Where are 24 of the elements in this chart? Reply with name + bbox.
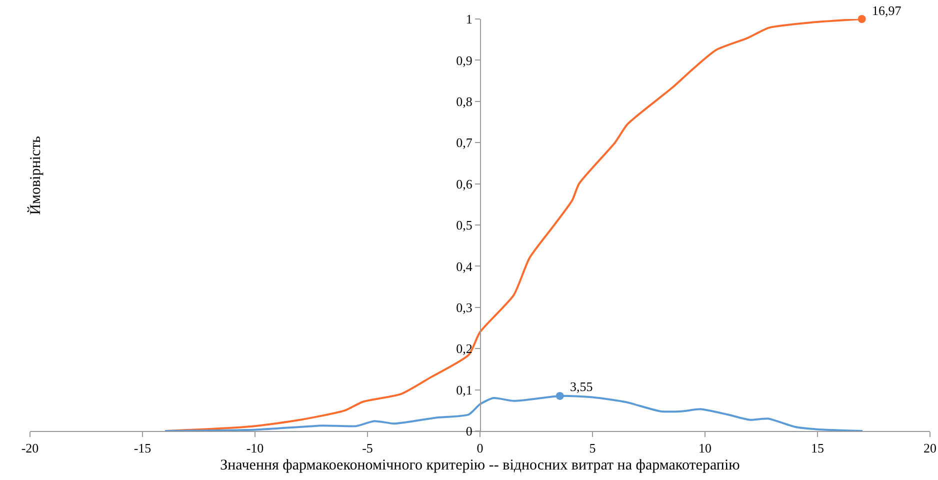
y-tick-label: 0,2 (456, 341, 472, 356)
y-axis-title: Ймовірність (27, 136, 44, 215)
annotation: 16,97 (872, 3, 902, 18)
x-tick-label: 5 (589, 440, 596, 456)
y-tick-label: 0,4 (456, 258, 473, 274)
x-tick-label: -20 (21, 440, 39, 456)
y-tick-label: 0,8 (456, 94, 472, 109)
y-tick-label: 1 (466, 12, 472, 27)
y-tick-label: 0,7 (456, 135, 473, 150)
y-tick-label: 0,3 (456, 300, 472, 315)
x-tick-label: -15 (134, 440, 152, 456)
x-tick-label: -10 (246, 440, 264, 456)
x-tick-label: 0 (476, 440, 484, 456)
x-axis-title: Значення фармакоекономічного критерію -- відносних витрат на фармакотерапію (220, 458, 740, 474)
y-tick-label: 0,1 (456, 382, 472, 398)
y-tick-label: 0,9 (456, 52, 472, 68)
y-tick-label: 0 (466, 424, 472, 439)
y-tick-label: 0,6 (456, 176, 473, 192)
annotation: 3,55 (570, 379, 593, 394)
x-tick-label: 20 (924, 440, 936, 456)
x-tick-label: 15 (811, 440, 824, 456)
x-tick-label: -5 (362, 440, 373, 456)
y-tick-label: 0,5 (456, 218, 472, 233)
x-tick-label: 10 (698, 440, 712, 456)
